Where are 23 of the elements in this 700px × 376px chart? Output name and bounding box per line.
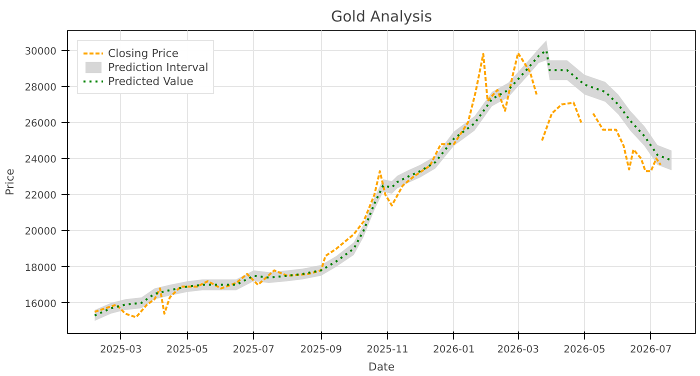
y-tick-label: 22000 [24,190,56,202]
x-tick-label: 2025-05 [166,344,208,356]
x-tick-label: 2026-07 [630,344,672,356]
x-axis-title: Date [368,360,395,374]
x-tick-label: 2025-09 [300,344,342,356]
y-tick-label: 28000 [24,82,56,94]
legend-label: Prediction Interval [108,60,208,74]
chart-title: Gold Analysis [330,8,432,26]
y-tick-label: 16000 [24,298,56,310]
y-axis-title: Price [4,168,17,196]
y-tick-label: 26000 [24,118,56,130]
y-tick-label: 18000 [24,262,56,274]
x-tick-label: 2025-07 [232,344,275,356]
x-tick-label: 2026-05 [564,344,606,356]
x-tick-label: 2025-03 [100,344,142,356]
x-tick-label: 2025-11 [366,344,408,356]
y-tick-label: 24000 [24,154,56,166]
y-tick-label: 30000 [24,46,56,58]
x-tick-label: 2026-01 [432,344,475,356]
y-tick-label: 20000 [24,226,56,238]
x-tick-label: 2026-03 [497,344,539,356]
legend-label: Closing Price [108,46,179,60]
legend-label: Predicted Value [108,74,194,88]
